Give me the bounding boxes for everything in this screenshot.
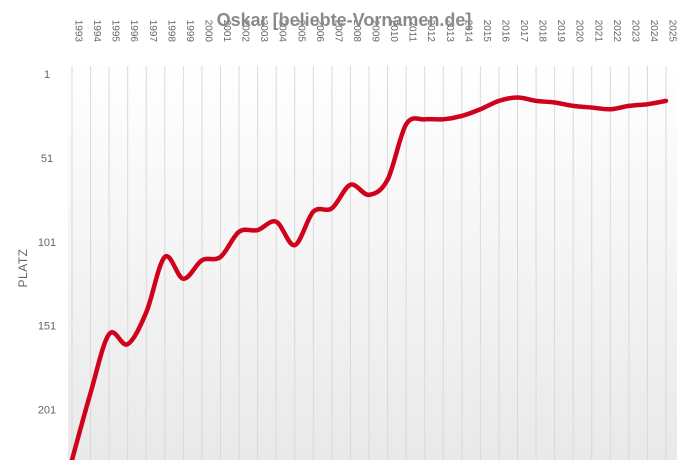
x-tick-label: 2001 (221, 20, 232, 43)
x-tick-label: 1993 (73, 20, 84, 43)
x-tick-label: 2024 (648, 20, 659, 43)
chart-title: Oskar [beliebte-Vornamen.de] (217, 10, 472, 30)
x-tick-label: 2009 (370, 20, 381, 43)
x-tick-label: 2017 (518, 20, 529, 43)
x-tick-label: 2000 (202, 20, 213, 43)
x-tick-label: 2018 (537, 20, 548, 43)
x-tick-label: 2019 (555, 20, 566, 43)
x-tick-label: 2002 (240, 20, 251, 43)
x-tick-label: 2008 (351, 20, 362, 43)
x-tick-label: 2010 (388, 20, 399, 43)
y-axis-label: PLATZ (16, 249, 30, 288)
x-tick-label: 1995 (110, 20, 121, 43)
x-tick-label: 1997 (147, 20, 158, 43)
y-tick-label: 51 (41, 153, 53, 165)
x-tick-label: 2006 (314, 20, 325, 43)
x-tick-label: 2016 (499, 20, 510, 43)
x-tick-label: 2025 (667, 20, 678, 43)
x-tick-label: 2022 (611, 20, 622, 43)
y-tick-label: 151 (38, 321, 56, 333)
x-tick-label: 2007 (332, 20, 343, 43)
x-tick-label: 2020 (574, 20, 585, 43)
x-tick-label: 1996 (128, 20, 139, 43)
x-tick-label: 2012 (425, 20, 436, 43)
y-tick-label: 101 (38, 237, 56, 249)
x-tick-label: 1998 (165, 20, 176, 43)
x-tick-label: 2014 (462, 20, 473, 43)
x-tick-label: 1999 (184, 20, 195, 43)
x-tick-label: 2004 (277, 20, 288, 43)
x-tick-label: 2003 (258, 20, 269, 43)
series-line (69, 95, 669, 460)
y-tick-label: 201 (38, 405, 56, 417)
x-tick-label: 2011 (407, 20, 418, 42)
x-tick-label: 2013 (444, 20, 455, 43)
x-tick-label: 2021 (592, 20, 603, 43)
plot-background (68, 60, 677, 460)
x-tick-label: 2015 (481, 20, 492, 43)
x-tick-label: 2023 (629, 20, 640, 43)
x-tick-label: 1994 (91, 20, 102, 43)
y-tick-label: 1 (44, 69, 50, 81)
x-tick-label: 2005 (295, 20, 306, 43)
